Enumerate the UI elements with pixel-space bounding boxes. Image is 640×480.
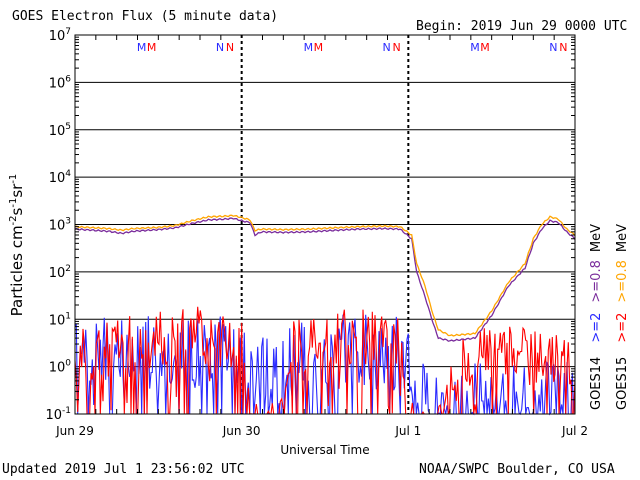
y-tick-label: 100 [49, 359, 72, 376]
day-marker-label: N [559, 41, 567, 54]
axis-layer: 10-1 100 101 102 103 104 105 106 107 Jun 29 Jun 30… [45, 27, 588, 438]
day-marker-label: M [137, 41, 147, 54]
legend-column: GOES14>=2>=0.8MeV [589, 224, 604, 410]
y-tick-label: 101 [49, 311, 71, 328]
legend-entry: GOES15>=2>=0.8MeV [615, 224, 630, 410]
day-marker-label: N [226, 41, 234, 54]
chart-title: GOES Electron Flux (5 minute data) [12, 9, 279, 24]
legend: GOES14>=2>=0.8MeV GOES15>=2>=0.8MeV [589, 224, 630, 410]
updated-time: Updated 2019 Jul 1 23:56:02 UTC [2, 462, 245, 477]
x-tick-label: Jun 29 [55, 424, 94, 438]
y-tick-label: 104 [49, 169, 72, 186]
x-tick-label: Jul 2 [561, 424, 588, 438]
x-axis-label: Universal Time [280, 443, 369, 457]
y-axis-label: Particles cm-2s-1sr-1 [8, 174, 26, 317]
y-tick-label: 102 [49, 264, 71, 281]
y-axis-label-text: Particles cm-2s-1sr-1 [8, 174, 26, 317]
y-tick-label: 107 [49, 27, 71, 44]
series-layer [74, 214, 576, 416]
y-tick-label: 106 [49, 74, 72, 91]
credit-text: NOAA/SWPC Boulder, CO USA [419, 462, 615, 477]
day-marker-label: M [147, 41, 157, 54]
y-tick-label: 105 [49, 122, 71, 139]
series-line [74, 217, 576, 342]
day-marker-label: M [470, 41, 480, 54]
x-tick-label: Jun 30 [222, 424, 261, 438]
begin-time: Begin: 2019 Jun 29 0000 UTC [416, 19, 628, 34]
x-tick-label: Jul 1 [394, 424, 421, 438]
legend-column: GOES15>=2>=0.8MeV [615, 224, 630, 410]
legend-entry: GOES14>=2>=0.8MeV [589, 224, 604, 410]
day-marker-label: N [549, 41, 557, 54]
day-marker-label: N [393, 41, 401, 54]
y-tick-label: 10-1 [45, 406, 71, 423]
day-marker-label: N [383, 41, 391, 54]
series-line [74, 214, 576, 337]
day-marker-label: N [216, 41, 224, 54]
day-marker-label: M [304, 41, 314, 54]
day-marker-label: M [314, 41, 324, 54]
series-line [74, 306, 576, 415]
day-marker-label: M [480, 41, 490, 54]
y-tick-label: 103 [49, 217, 71, 234]
